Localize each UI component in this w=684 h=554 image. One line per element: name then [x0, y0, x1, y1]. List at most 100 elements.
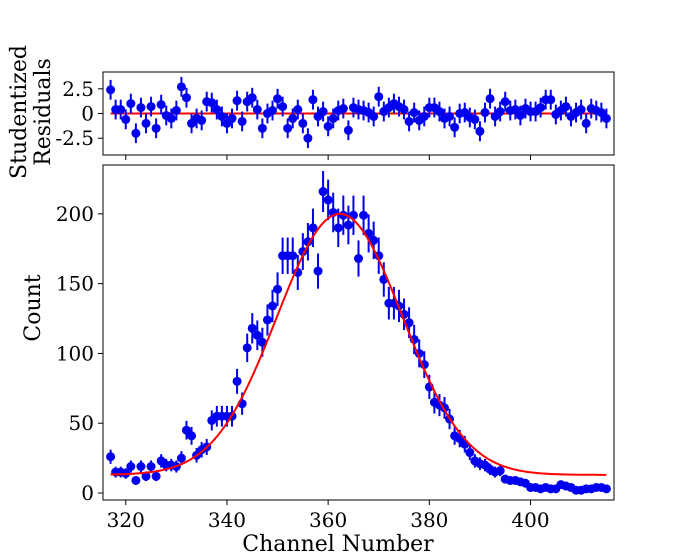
residual-point: [156, 100, 166, 110]
residual-point: [212, 105, 222, 115]
residual-point: [409, 108, 419, 118]
residual-point: [278, 102, 288, 112]
residual-point: [500, 97, 510, 107]
residual-point: [546, 95, 556, 105]
residual-point: [232, 96, 242, 106]
main-x-ticks: 320 340 360 380 400: [107, 500, 550, 532]
count-point: [318, 187, 328, 197]
count-point: [369, 235, 379, 245]
residual-point: [445, 111, 455, 121]
residual-point: [581, 118, 591, 128]
residual-point: [151, 123, 161, 133]
residual-y-tick-label: 0: [81, 102, 94, 126]
main-y-tick-label: 200: [56, 202, 94, 226]
residual-point: [510, 105, 520, 115]
residual-point: [247, 93, 257, 103]
main-x-tick-label: 380: [410, 508, 448, 532]
count-point: [232, 376, 242, 386]
count-point: [106, 452, 116, 462]
residual-point: [561, 102, 571, 112]
count-point: [273, 284, 283, 294]
count-point: [252, 330, 262, 340]
main-x-tick-label: 320: [107, 508, 145, 532]
count-point: [601, 484, 611, 494]
count-point: [313, 266, 323, 276]
residual-point: [227, 113, 237, 123]
residual-point: [450, 122, 460, 132]
residual-point: [293, 105, 303, 115]
residual-point: [536, 103, 546, 113]
count-point: [141, 471, 151, 481]
residual-point: [288, 113, 298, 123]
residual-point: [374, 92, 384, 102]
residuals-x-ticks: [125, 155, 532, 160]
residual-point: [136, 103, 146, 113]
main-panel: 0 50 100 150 200 320 340 360 380 400 Channel Num…: [21, 164, 615, 554]
residual-y-tick-label: 2.5: [62, 77, 94, 101]
residual-point: [323, 121, 333, 131]
residual-point: [181, 93, 191, 103]
count-point: [126, 462, 136, 471]
count-point: [354, 254, 363, 264]
count-point: [151, 471, 161, 481]
residual-point: [146, 102, 156, 112]
count-point: [136, 462, 146, 471]
count-point: [176, 453, 186, 463]
count-point: [242, 343, 252, 353]
residual-point: [116, 105, 126, 115]
count-point: [308, 223, 318, 233]
residual-point: [237, 116, 247, 126]
count-point: [131, 475, 141, 485]
residual-point: [318, 107, 328, 117]
count-point: [146, 462, 156, 471]
residual-point: [480, 108, 490, 118]
residual-point: [308, 95, 318, 105]
residual-point: [106, 85, 116, 95]
count-point: [247, 323, 257, 333]
main-x-tick-label: 400: [511, 508, 549, 532]
residual-point: [131, 128, 141, 138]
main-plot-frame: [102, 164, 615, 501]
residual-point: [121, 114, 131, 124]
count-point: [187, 431, 197, 441]
residual-point: [141, 118, 151, 128]
main-x-tick-label: 360: [309, 508, 347, 532]
main-x-tick-label: 340: [208, 508, 246, 532]
residual-point: [166, 113, 176, 123]
residuals-panel: 2.50-2.5 Studentized Residuals: [7, 45, 615, 179]
residuals-y-ticks: 2.50-2.5: [55, 77, 103, 150]
residual-point: [576, 105, 586, 115]
residual-point: [176, 82, 186, 92]
count-marks: [106, 171, 611, 495]
residual-point: [515, 110, 525, 120]
residual-point: [197, 115, 207, 125]
count-point: [323, 195, 333, 205]
main-y-tick-label: 100: [56, 341, 94, 365]
residual-point: [298, 118, 308, 128]
residual-point: [171, 106, 181, 116]
count-point: [333, 223, 343, 233]
residual-point: [338, 104, 348, 114]
residual-point: [470, 114, 480, 124]
y-axis-label: Count: [21, 274, 46, 341]
count-point: [288, 251, 298, 261]
residual-point: [207, 98, 217, 108]
main-y-tick-label: 0: [81, 481, 94, 505]
residual-point: [475, 126, 485, 136]
residual-marks: [106, 76, 611, 149]
residual-point: [273, 94, 283, 104]
residual-point: [404, 116, 414, 126]
residual-point: [419, 111, 429, 121]
residual-point: [485, 94, 495, 104]
residual-point: [369, 111, 379, 121]
main-y-tick-label: 50: [69, 411, 94, 435]
count-point: [343, 220, 353, 230]
count-point: [465, 448, 475, 458]
count-point: [267, 301, 277, 311]
residuals-ylabel-line-2: Residuals: [31, 58, 56, 166]
residual-point: [495, 107, 505, 117]
residual-y-tick-label: -2.5: [55, 126, 94, 150]
residual-point: [217, 111, 227, 121]
residual-point: [601, 113, 611, 123]
